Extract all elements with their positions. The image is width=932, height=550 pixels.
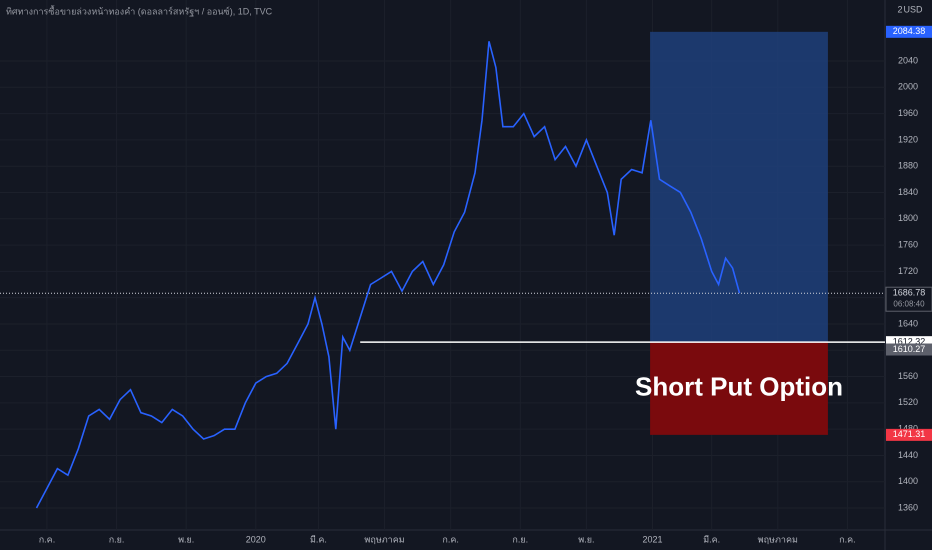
y-tick-label: 1960 xyxy=(898,108,918,118)
chart-title: ทิศทางการซื้อขายล่วงหน้าทองคำ (ดอลลาร์สห… xyxy=(6,4,273,17)
plot xyxy=(0,41,885,509)
y-tick-label: 1920 xyxy=(898,134,918,144)
price-tag-label: 2084.38 xyxy=(893,26,926,36)
x-tick-label: มี.ค. xyxy=(703,534,720,544)
profit-zone xyxy=(650,31,828,343)
countdown: 06:08:40 xyxy=(893,299,925,308)
y-tick-label: 1440 xyxy=(898,450,918,460)
price-tag-label: 1610.27 xyxy=(893,344,926,354)
scale-label: 2 xyxy=(897,4,902,14)
loss-zone xyxy=(650,342,828,435)
y-tick-label: 1640 xyxy=(898,318,918,328)
price-line xyxy=(35,41,741,509)
x-tick-label: พ.ย. xyxy=(578,534,594,544)
y-tick-label: 2000 xyxy=(898,82,918,92)
y-tick-label: 1360 xyxy=(898,502,918,512)
x-tick-label: พฤษภาคม xyxy=(364,534,404,544)
x-tick-label: ก.ย. xyxy=(512,534,528,544)
x-tick-label: ก.ค. xyxy=(39,534,55,544)
price-tag xyxy=(886,343,932,356)
y-tick-label: 1560 xyxy=(898,371,918,381)
axes: 1360140014401480152015601600164016801720… xyxy=(39,25,932,544)
position-tool: Short Put Option xyxy=(635,31,843,435)
currency[interactable]: USD xyxy=(903,4,923,14)
x-tick-label: ก.ค. xyxy=(442,534,458,544)
x-tick-label: ก.ค. xyxy=(839,534,855,544)
x-tick-label: พฤษภาคม xyxy=(758,534,798,544)
x-tick-label: ก.ย. xyxy=(109,534,125,544)
y-tick-label: 1800 xyxy=(898,213,918,223)
y-tick-label: 1400 xyxy=(898,476,918,486)
y-tick-label: 1760 xyxy=(898,239,918,249)
y-tick-label: 1720 xyxy=(898,266,918,276)
y-tick-label: 1840 xyxy=(898,187,918,197)
x-tick-label: มี.ค. xyxy=(310,534,327,544)
y-tick-label: 2040 xyxy=(898,55,918,65)
y-tick-label: 1520 xyxy=(898,397,918,407)
y-tick-label: 1880 xyxy=(898,161,918,171)
annotation: Short Put Option xyxy=(635,371,843,401)
price-tag-label: 1471.31 xyxy=(893,429,926,439)
price-tag-label: 1686.78 xyxy=(893,288,926,298)
x-tick-label: 2021 xyxy=(643,534,663,544)
x-tick-label: 2020 xyxy=(246,534,266,544)
price-tag-label: 1612.32 xyxy=(893,337,926,347)
price-tag xyxy=(886,25,932,38)
y-tick-label: 1480 xyxy=(898,424,918,434)
x-tick-label: พ.ย. xyxy=(178,534,194,544)
price-tag xyxy=(886,428,932,441)
price-tag xyxy=(885,286,932,312)
